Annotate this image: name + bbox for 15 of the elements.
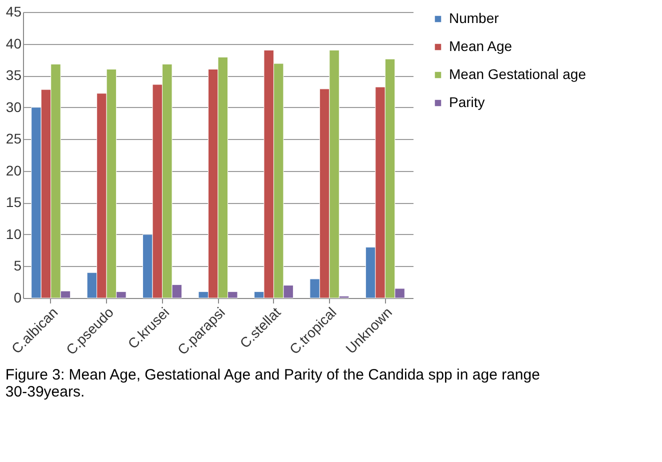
y-tick-label: 35 — [6, 67, 22, 84]
y-tick-label: 45 — [6, 4, 22, 20]
legend-label: Parity — [449, 94, 485, 110]
y-tick-label: 15 — [6, 194, 22, 210]
legend-label: Mean Gestational age — [449, 66, 586, 82]
y-tick-label: 40 — [6, 35, 22, 52]
legend-label: Number — [449, 10, 500, 26]
y-tick-label: 30 — [6, 98, 22, 115]
legend-label: Mean Age — [449, 38, 512, 54]
y-tick-label: 20 — [6, 162, 22, 178]
y-tick-label: 5 — [14, 258, 22, 274]
y-tick-label: 10 — [6, 226, 22, 242]
caption: Figure 3: Mean Age, Gestational Age and Parity of the Candida spp in age range 30-39years. — [5, 366, 540, 400]
y-tick-label: 0 — [14, 290, 22, 306]
y-tick-label: 25 — [6, 130, 22, 147]
